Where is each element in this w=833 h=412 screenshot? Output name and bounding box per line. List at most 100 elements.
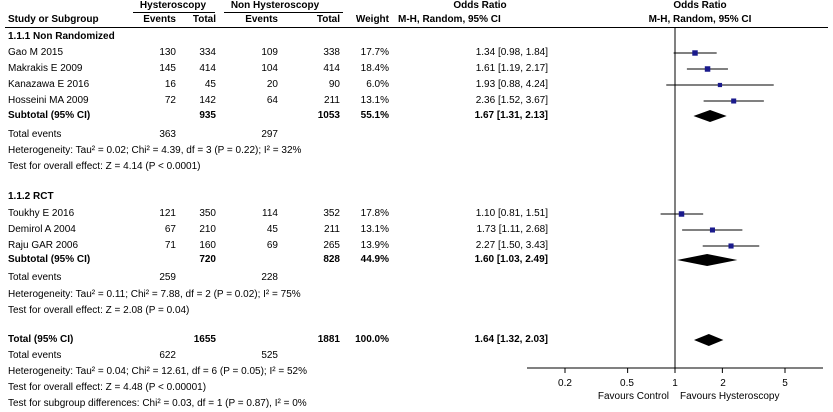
events-label: Total events xyxy=(8,350,62,361)
weight-cell: 13.1% xyxy=(360,224,389,235)
total2-cell: 265 xyxy=(323,240,340,251)
heterogeneity-text: Heterogeneity: Tau² = 0.11; Chi² = 7.88,… xyxy=(8,289,301,300)
subtotal-total2: 828 xyxy=(323,254,340,265)
total1-cell: 414 xyxy=(199,63,216,74)
header-or-title: Odds Ratio xyxy=(453,0,507,11)
total2-cell: 414 xyxy=(323,63,340,74)
header-total1: Total xyxy=(192,14,216,25)
overall-effect-text: Test for overall effect: Z = 4.14 (P < 0… xyxy=(8,161,201,172)
total1-cell: 350 xyxy=(199,208,216,219)
events1-cell: 16 xyxy=(164,79,176,90)
total-ci: 1.64 [1.32, 2.03] xyxy=(474,334,548,345)
events1-cell: 130 xyxy=(159,47,176,58)
study-name: Demirol A 2004 xyxy=(8,224,76,235)
events1-cell: 121 xyxy=(159,208,176,219)
subgroup-test-text: Test for subgroup differences: Chi² = 0.… xyxy=(8,398,307,409)
total2-cell: 90 xyxy=(328,79,340,90)
overall-effect-text: Test for overall effect: Z = 4.48 (P < 0… xyxy=(8,382,207,393)
tick-label: 1 xyxy=(672,378,678,389)
events1-cell: 72 xyxy=(164,95,176,106)
events1-cell: 622 xyxy=(159,350,176,361)
total-weight: 100.0% xyxy=(355,334,389,345)
study-marker xyxy=(678,211,685,217)
events1-cell: 67 xyxy=(164,224,176,235)
ci-cell: 1.73 [1.11, 2.68] xyxy=(476,224,548,235)
events2-cell: 104 xyxy=(261,63,278,74)
tick-label: 0.5 xyxy=(620,378,634,389)
favours-left-label: Favours Control xyxy=(597,391,669,402)
header-weight: Weight xyxy=(355,14,389,25)
study-name: Gao M 2015 xyxy=(8,47,64,58)
header-method-plot: M-H, Random, 95% CI xyxy=(648,14,752,25)
subtotal-total1: 720 xyxy=(199,254,216,265)
section-title: 1.1.1 Non Randomized xyxy=(8,31,115,42)
header-group2: Non Hysteroscopy xyxy=(230,0,320,11)
events2-cell: 297 xyxy=(261,129,278,140)
total1-cell: 160 xyxy=(199,240,216,251)
weight-cell: 18.4% xyxy=(360,63,389,74)
group1-rule xyxy=(133,12,215,13)
tick-label: 2 xyxy=(720,378,726,389)
pooled-diamond xyxy=(677,254,738,266)
events2-cell: 228 xyxy=(261,272,278,283)
header-group1: Hysteroscopy xyxy=(139,0,207,11)
study-marker xyxy=(731,98,737,104)
total1-cell: 334 xyxy=(199,47,216,58)
total-total1: 1655 xyxy=(193,334,216,345)
study-marker xyxy=(692,50,698,56)
events2-cell: 109 xyxy=(261,47,278,58)
subtotal-weight: 55.1% xyxy=(360,110,389,121)
events-label: Total events xyxy=(8,272,62,283)
study-marker xyxy=(704,66,711,72)
events2-cell: 64 xyxy=(266,95,278,106)
subtotal-label: Subtotal (95% CI) xyxy=(8,110,91,121)
study-marker xyxy=(717,82,723,88)
study-name: Makrakis E 2009 xyxy=(8,63,83,74)
weight-cell: 17.8% xyxy=(360,208,389,219)
subtotal-total1: 935 xyxy=(199,110,216,121)
subtotal-weight: 44.9% xyxy=(360,254,389,265)
ci-cell: 1.61 [1.19, 2.17] xyxy=(475,63,548,74)
ci-cell: 2.36 [1.52, 3.67] xyxy=(475,95,548,106)
pooled-diamond xyxy=(693,334,724,346)
study-name: Hosseini MA 2009 xyxy=(8,95,89,106)
events2-cell: 114 xyxy=(262,208,278,219)
study-name: Toukhy E 2016 xyxy=(8,208,75,219)
study-name: Raju GAR 2006 xyxy=(8,240,79,251)
events-label: Total events xyxy=(8,129,62,140)
total2-cell: 211 xyxy=(324,95,340,106)
events2-cell: 525 xyxy=(261,350,278,361)
ci-cell: 1.34 [0.98, 1.84] xyxy=(475,47,548,58)
total-total2: 1881 xyxy=(317,334,340,345)
weight-cell: 13.9% xyxy=(360,240,389,251)
total2-cell: 211 xyxy=(324,224,340,235)
ci-cell: 1.10 [0.81, 1.51] xyxy=(475,208,548,219)
total1-cell: 210 xyxy=(199,224,216,235)
events2-cell: 20 xyxy=(266,79,278,90)
events1-cell: 259 xyxy=(159,272,176,283)
events1-cell: 363 xyxy=(159,129,176,140)
header-rule xyxy=(5,27,828,28)
heterogeneity-text: Heterogeneity: Tau² = 0.04; Chi² = 12.61… xyxy=(8,366,307,377)
heterogeneity-text: Heterogeneity: Tau² = 0.02; Chi² = 4.39,… xyxy=(8,145,302,156)
header-study: Study or Subgroup xyxy=(8,14,99,25)
total2-cell: 338 xyxy=(323,47,340,58)
subtotal-ci: 1.67 [1.31, 2.13] xyxy=(474,110,548,121)
group2-rule xyxy=(224,12,343,13)
header-method: M-H, Random, 95% CI xyxy=(398,14,501,25)
ci-cell: 2.27 [1.50, 3.43] xyxy=(475,240,548,251)
total2-cell: 352 xyxy=(323,208,340,219)
subtotal-ci: 1.60 [1.03, 2.49] xyxy=(474,254,548,265)
subtotal-label: Subtotal (95% CI) xyxy=(8,254,91,265)
favours-right-label: Favours Hysteroscopy xyxy=(680,391,780,402)
study-marker xyxy=(728,243,734,249)
subtotal-total2: 1053 xyxy=(317,110,340,121)
pooled-diamond xyxy=(693,110,727,122)
total1-cell: 142 xyxy=(199,95,216,106)
events2-cell: 69 xyxy=(266,240,278,251)
events1-cell: 71 xyxy=(164,240,176,251)
total-label: Total (95% CI) xyxy=(8,334,74,345)
weight-cell: 17.7% xyxy=(360,47,389,58)
ci-cell: 1.93 [0.88, 4.24] xyxy=(475,79,548,90)
